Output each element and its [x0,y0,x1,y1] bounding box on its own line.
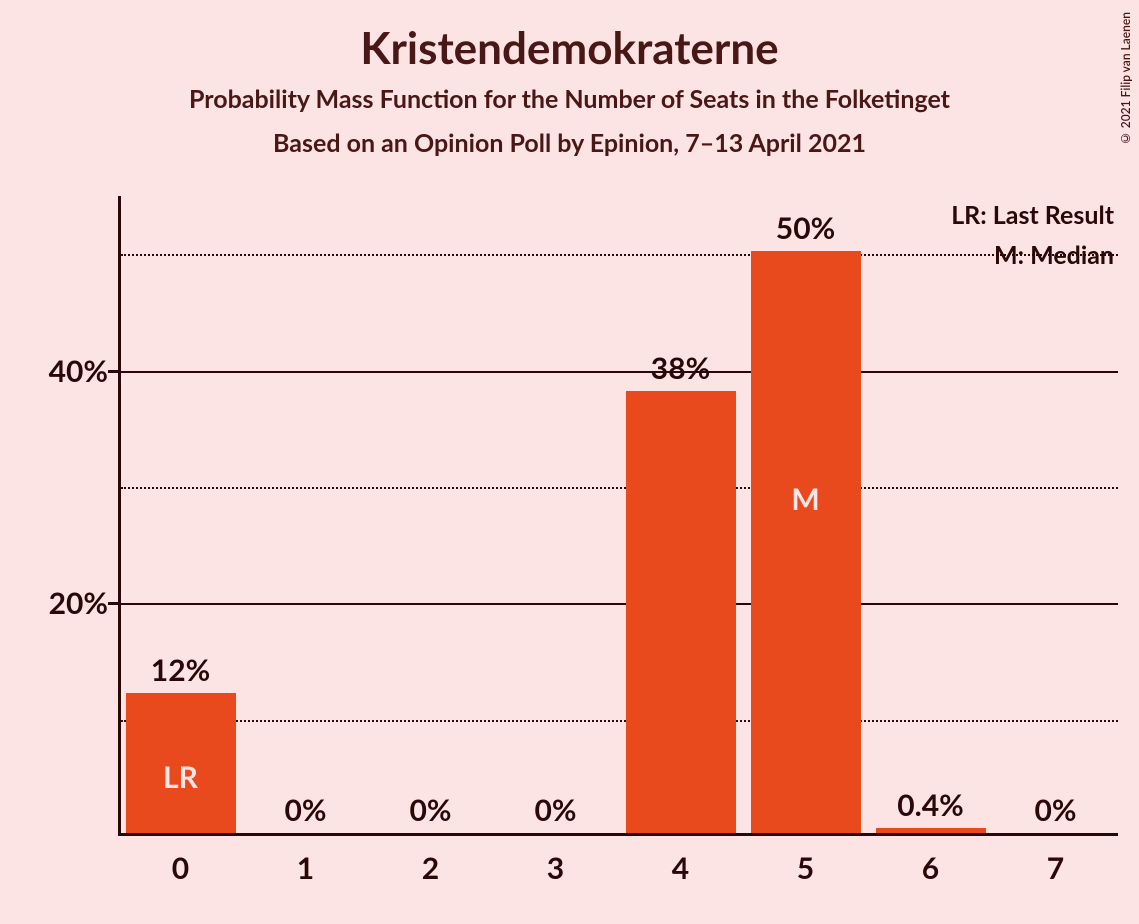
bar-marker: M [791,481,819,517]
x-axis [118,833,1118,836]
bar-marker: LR [163,759,198,795]
bar-value-label: 50% [776,210,835,246]
x-tick-label: 5 [797,850,814,886]
y-tick-label: 40% [28,353,108,389]
copyright-text: © 2021 Filip van Laenen [1118,12,1133,146]
gridline-major [121,603,1118,605]
chart-title: Kristendemokraterne [0,0,1139,74]
chart-subtitle-1: Probability Mass Function for the Number… [0,84,1139,114]
x-tick-label: 7 [1047,850,1064,886]
bar [751,251,861,833]
bar-value-label: 0% [535,792,577,828]
x-tick-label: 3 [547,850,564,886]
x-tick-label: 1 [297,850,314,886]
y-tick-mark [108,370,118,373]
legend-m: M: Median [951,240,1114,270]
gridline-minor [121,487,1118,489]
bar-value-label: 0% [410,792,452,828]
bar-value-label: 0.4% [897,787,964,823]
x-tick-label: 6 [922,850,939,886]
x-tick-label: 4 [672,850,689,886]
x-tick-label: 2 [422,850,439,886]
gridline-major [121,371,1118,373]
bar-value-label: 12% [151,652,210,688]
bar-value-label: 38% [651,350,710,386]
gridline-minor [121,720,1118,722]
chart-plot-area: 20%40%12%LR00%10%20%338%450%M50.4%60%7 L… [118,196,1118,836]
y-tick-mark [108,602,118,605]
bar [876,828,986,833]
bar-value-label: 0% [285,792,327,828]
x-tick-label: 0 [172,850,189,886]
bar-value-label: 0% [1035,792,1077,828]
y-tick-label: 20% [28,585,108,621]
bar [626,391,736,833]
chart-subtitle-2: Based on an Opinion Poll by Epinion, 7–1… [0,128,1139,158]
legend-lr: LR: Last Result [951,200,1114,230]
chart-legend: LR: Last Result M: Median [951,200,1114,280]
y-axis [118,196,121,836]
